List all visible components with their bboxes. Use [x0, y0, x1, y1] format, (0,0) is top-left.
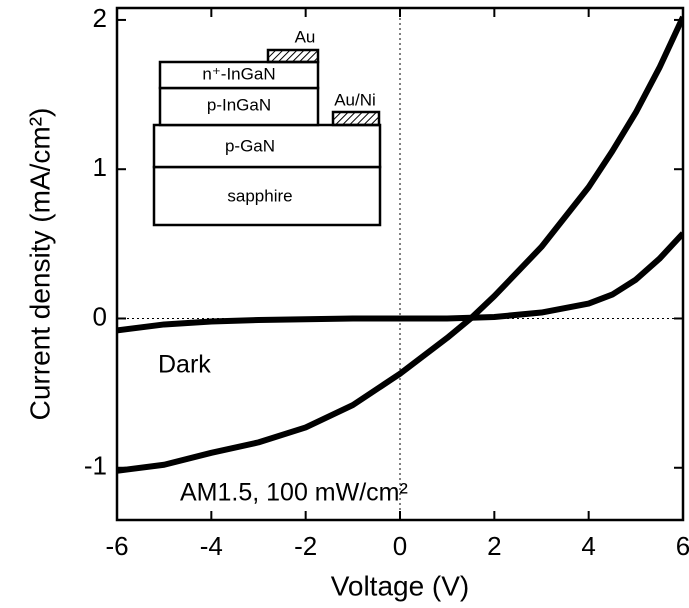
x-tick-label: -2 [294, 531, 317, 561]
layer [158, 60, 320, 90]
annotation: Dark [158, 351, 211, 379]
inset-label: Au [295, 27, 316, 46]
layer [152, 123, 382, 169]
x-axis-label: Voltage (V) [331, 570, 470, 601]
inset-label: Au/Ni [334, 90, 376, 109]
y-tick-label: 0 [93, 301, 107, 331]
contact [331, 110, 381, 127]
x-tick-label: 4 [581, 531, 595, 561]
y-tick-label: 2 [93, 3, 107, 33]
annotation: AM1.5, 100 mW/cm² [180, 479, 408, 507]
inset-label: p-InGaN [207, 95, 271, 114]
x-tick-label: -4 [200, 531, 223, 561]
y-tick-label: 1 [93, 152, 107, 182]
y-axis-label: Current density (mA/cm²) [24, 108, 55, 421]
contact [266, 48, 320, 64]
layer [152, 165, 382, 227]
inset-label: n⁺-InGaN [202, 64, 275, 83]
inset-diagram [152, 48, 382, 227]
y-tick-label: -1 [84, 451, 107, 481]
inset-label: p-GaN [225, 136, 275, 155]
plot-frame [115, 6, 685, 522]
series-group [117, 15, 683, 474]
inset-label: sapphire [227, 186, 292, 205]
x-tick-label: 2 [487, 531, 501, 561]
x-tick-label: 0 [393, 531, 407, 561]
data-line [117, 231, 683, 334]
x-tick-label: 6 [676, 531, 689, 561]
data-line [117, 15, 683, 474]
x-tick-label: -6 [105, 531, 128, 561]
